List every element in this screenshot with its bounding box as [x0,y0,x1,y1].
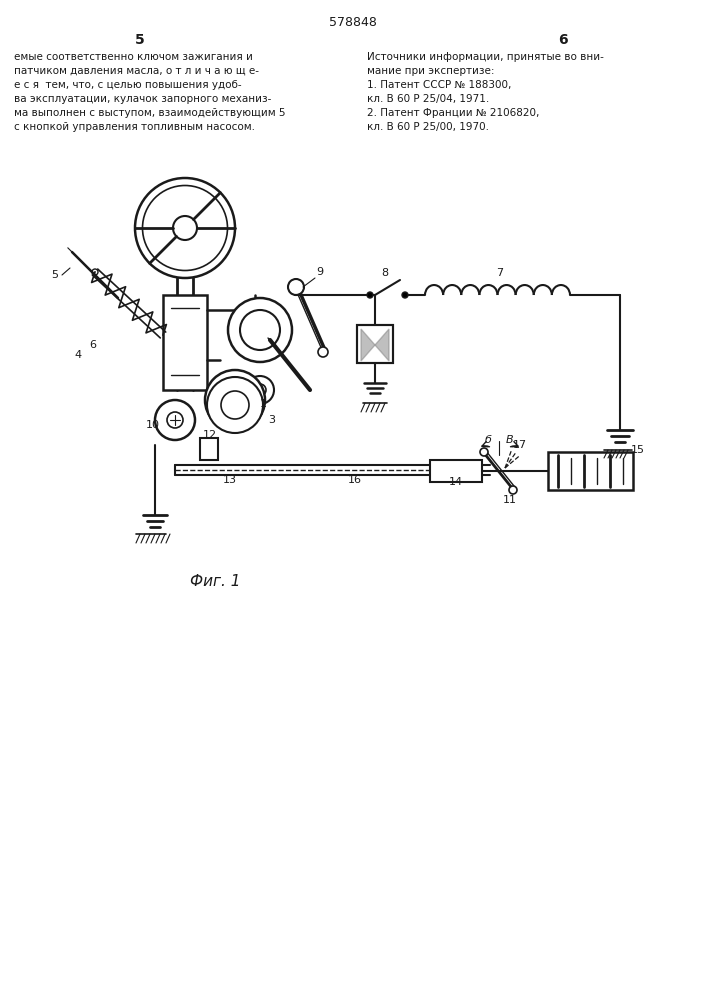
Polygon shape [375,329,389,361]
Circle shape [288,279,304,295]
Circle shape [228,298,292,362]
Circle shape [155,400,195,440]
Text: 9: 9 [317,267,324,277]
Text: кл. В 60 Р 25/04, 1971.: кл. В 60 Р 25/04, 1971. [367,94,489,104]
Text: 6: 6 [90,340,96,350]
Bar [357,325,393,363]
Circle shape [207,377,263,433]
Polygon shape [361,329,375,361]
Circle shape [221,391,249,419]
Text: ва эксплуатации, кулачок запорного механиз-: ва эксплуатации, кулачок запорного механ… [14,94,271,104]
Circle shape [318,347,328,357]
Circle shape [246,376,274,404]
Text: ма выполнен с выступом, взаимодействующим 5: ма выполнен с выступом, взаимодействующи… [14,108,286,118]
Text: B: B [506,435,514,445]
Text: 10: 10 [146,420,160,430]
Circle shape [205,370,265,430]
Text: 15: 15 [631,445,645,455]
Text: 12: 12 [203,430,217,440]
Circle shape [167,412,183,428]
Text: кл. В 60 Р 25/00, 1970.: кл. В 60 Р 25/00, 1970. [367,122,489,132]
Bar [430,460,482,482]
Text: 16: 16 [348,475,362,485]
Text: Источники информации, принятые во вни-: Источники информации, принятые во вни- [367,52,604,62]
Circle shape [509,486,517,494]
Circle shape [367,292,373,298]
Text: 1: 1 [259,399,267,409]
Text: 1. Патент СССР № 188300,: 1. Патент СССР № 188300, [367,80,511,90]
Text: 2. Патент Франции № 2106820,: 2. Патент Франции № 2106820, [367,108,539,118]
Bar [548,452,633,490]
Circle shape [217,382,253,418]
Bar [357,325,393,363]
Text: 3: 3 [269,415,276,425]
Circle shape [173,216,197,240]
Text: 5: 5 [135,33,145,47]
Text: 578848: 578848 [329,15,377,28]
Text: мание при экспертизе:: мание при экспертизе: [367,66,494,76]
Text: 11: 11 [503,495,517,505]
Bar [200,438,218,460]
Text: б: б [484,435,491,445]
Text: 7: 7 [496,268,503,278]
Text: 8: 8 [382,268,389,278]
Text: 14: 14 [449,477,463,487]
Circle shape [402,292,408,298]
Circle shape [480,448,488,456]
Text: е с я  тем, что, с целью повышения удоб-: е с я тем, что, с целью повышения удоб- [14,80,242,90]
Bar [163,295,207,390]
Text: патчиком давления масла, о т л и ч а ю щ е-: патчиком давления масла, о т л и ч а ю щ… [14,66,259,76]
Text: емые соответственно ключом зажигания и: емые соответственно ключом зажигания и [14,52,253,62]
Text: 5: 5 [52,270,59,280]
Text: 6: 6 [559,33,568,47]
Text: 13: 13 [223,475,237,485]
Text: 17: 17 [513,440,527,450]
Text: с кнопкой управления топливным насосом.: с кнопкой управления топливным насосом. [14,122,255,132]
Text: Фиг. 1: Фиг. 1 [189,574,240,589]
Circle shape [240,310,280,350]
Text: 4: 4 [74,350,81,360]
